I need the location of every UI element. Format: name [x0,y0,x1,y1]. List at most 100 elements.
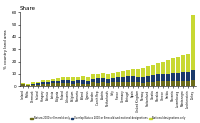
Bar [46,82,50,84]
Bar [71,77,75,81]
Bar [176,57,180,73]
Bar [161,62,165,74]
Text: Share: Share [20,6,36,11]
Bar [21,83,25,84]
Bar [111,73,115,78]
Bar [61,77,65,80]
Bar [81,84,85,86]
Y-axis label: % country land area: % country land area [4,29,9,69]
Bar [51,83,55,86]
Bar [146,66,150,76]
Bar [76,77,80,80]
Bar [136,77,140,82]
Bar [161,74,165,81]
Bar [96,83,100,86]
Bar [121,82,125,86]
Bar [31,85,35,86]
Bar [86,77,90,81]
Bar [41,84,45,86]
Bar [136,82,140,86]
Bar [131,82,135,86]
Bar [131,76,135,82]
Bar [156,81,160,86]
Bar [166,81,170,86]
Bar [116,72,120,77]
Bar [51,81,55,83]
Bar [156,74,160,81]
Bar [101,78,105,82]
Bar [156,63,160,74]
Bar [106,74,110,79]
Bar [96,74,100,78]
Bar [126,82,130,86]
Bar [161,81,165,86]
Bar [126,70,130,76]
Bar [26,85,30,86]
Bar [141,68,145,77]
Bar [106,79,110,83]
Bar [81,80,85,84]
Bar [121,77,125,82]
Bar [56,78,60,81]
Bar [186,72,190,81]
Bar [146,76,150,82]
Bar [111,78,115,82]
Bar [106,83,110,86]
Bar [61,80,65,83]
Bar [146,82,150,86]
Bar [111,82,115,86]
Bar [91,74,95,79]
Bar [101,73,105,78]
Bar [131,69,135,76]
Bar [41,80,45,82]
Bar [81,76,85,80]
Bar [91,82,95,86]
Bar [31,84,35,85]
Bar [46,80,50,82]
Bar [91,79,95,82]
Bar [181,81,185,86]
Bar [71,84,75,86]
Bar [176,81,180,86]
Bar [166,74,170,81]
Bar [86,84,90,86]
Bar [61,83,65,86]
Bar [116,77,120,82]
Bar [41,82,45,84]
Bar [36,83,40,85]
Bar [36,82,40,83]
Bar [101,82,105,86]
Bar [31,82,35,84]
Bar [56,81,60,83]
Bar [191,70,195,80]
Bar [51,79,55,81]
Bar [186,81,190,86]
Bar [181,72,185,81]
Bar [151,82,155,86]
Bar [21,84,25,86]
Bar [86,81,90,84]
Bar [171,58,175,73]
Bar [71,81,75,84]
Bar [121,71,125,77]
Bar [171,81,175,86]
Bar [56,83,60,86]
Bar [171,73,175,81]
Bar [166,60,170,74]
Bar [116,82,120,86]
Bar [141,83,145,86]
Bar [191,80,195,86]
Bar [191,15,195,70]
Bar [26,84,30,85]
Bar [136,69,140,77]
Bar [176,73,180,81]
Bar [181,55,185,72]
Bar [36,85,40,86]
Bar [66,83,70,86]
Bar [76,80,80,83]
Bar [66,80,70,83]
Bar [186,54,190,72]
Bar [96,78,100,83]
Legend: Natura 2000 or Emerald only, Overlap Natura 2000 or Emerald and national designa: Natura 2000 or Emerald only, Overlap Nat… [29,115,187,121]
Bar [151,75,155,82]
